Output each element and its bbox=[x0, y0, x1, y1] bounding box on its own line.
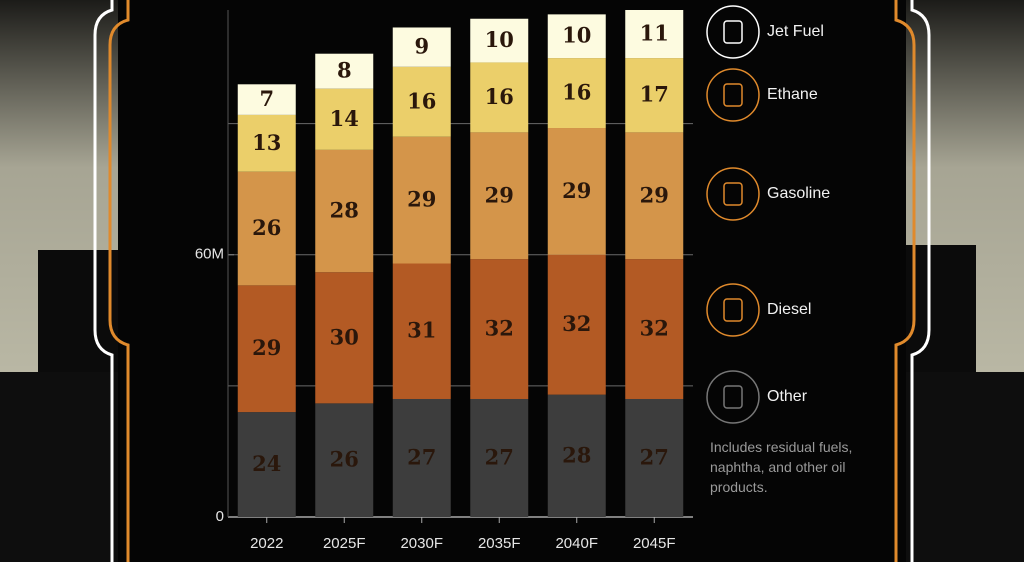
value-label: 28 bbox=[562, 442, 591, 467]
bar-segment bbox=[392, 66, 451, 137]
value-label: 16 bbox=[562, 80, 591, 105]
bar-segment bbox=[392, 398, 451, 517]
legend-label: Jet Fuel bbox=[767, 23, 824, 40]
bar-segment bbox=[392, 27, 451, 67]
value-label: 30 bbox=[330, 324, 359, 349]
value-label: 27 bbox=[485, 444, 514, 469]
legend-label: Diesel bbox=[767, 301, 811, 318]
value-label: 27 bbox=[640, 444, 669, 469]
value-label: 29 bbox=[252, 335, 281, 360]
legend-glyph bbox=[723, 385, 743, 409]
bar-segment bbox=[315, 272, 374, 404]
x-tick-label: 2035F bbox=[478, 535, 521, 552]
legend-note: Includes residual fuels, naphtha, and ot… bbox=[710, 439, 853, 495]
x-tick-label: 2040F bbox=[555, 535, 598, 552]
value-label: 29 bbox=[640, 182, 669, 207]
bar-segment bbox=[470, 132, 529, 260]
bar-segment bbox=[315, 149, 374, 273]
bar-segment bbox=[237, 285, 296, 413]
x-tick-label: 2030F bbox=[400, 535, 443, 552]
value-label: 29 bbox=[407, 187, 436, 212]
bar-segment bbox=[237, 84, 296, 115]
legend-icon bbox=[706, 68, 760, 122]
value-label: 16 bbox=[407, 88, 436, 113]
value-label: 32 bbox=[485, 316, 514, 341]
value-label: 17 bbox=[640, 82, 669, 107]
legend-glyph bbox=[723, 83, 743, 107]
decor-right bbox=[894, 0, 1024, 562]
legend-icon bbox=[706, 167, 760, 221]
legend-icon bbox=[706, 283, 760, 337]
x-tick-label: 2022 bbox=[250, 535, 283, 552]
legend-label: Other bbox=[767, 388, 808, 405]
legend-icon bbox=[706, 5, 760, 59]
value-label: 26 bbox=[330, 447, 359, 472]
y-tick-label: 60M bbox=[195, 246, 224, 263]
value-label: 14 bbox=[330, 106, 359, 131]
bar-segment bbox=[315, 88, 374, 150]
bar-segment bbox=[470, 62, 529, 133]
value-label: 16 bbox=[485, 84, 514, 109]
frame bbox=[910, 0, 931, 562]
bar-segment bbox=[315, 53, 374, 89]
legend-glyph bbox=[723, 182, 743, 206]
bar-segment bbox=[625, 259, 684, 399]
bar-segment bbox=[237, 114, 296, 172]
bar-segment bbox=[625, 10, 684, 59]
value-label: 27 bbox=[407, 444, 436, 469]
bar-segment bbox=[392, 263, 451, 399]
y-tick-label: 0 bbox=[216, 508, 224, 525]
value-label: 11 bbox=[640, 21, 669, 46]
bar-segment bbox=[315, 403, 374, 517]
bar-segment bbox=[625, 132, 684, 260]
bar-segment bbox=[547, 394, 606, 517]
value-label: 24 bbox=[252, 451, 281, 476]
ground bbox=[0, 372, 118, 562]
bar-segment bbox=[547, 128, 606, 255]
legend-icon bbox=[706, 370, 760, 424]
x-tick-label: 2025F bbox=[323, 535, 366, 552]
legend-label: Ethane bbox=[767, 86, 818, 103]
legend-glyph bbox=[723, 298, 743, 322]
legend-label: Gasoline bbox=[767, 185, 830, 202]
bar-segment bbox=[625, 58, 684, 133]
bar-segment bbox=[392, 136, 451, 264]
frame bbox=[894, 0, 916, 562]
value-label: 7 bbox=[259, 86, 274, 111]
value-label: 28 bbox=[330, 198, 359, 223]
bar-segment bbox=[237, 412, 296, 517]
value-label: 13 bbox=[252, 130, 281, 155]
bar-segment bbox=[470, 18, 529, 63]
value-label: 8 bbox=[337, 58, 352, 83]
value-label: 32 bbox=[640, 316, 669, 341]
frame bbox=[93, 0, 114, 562]
bar-segment bbox=[470, 259, 529, 399]
bar-segment bbox=[470, 398, 529, 517]
decor-left bbox=[0, 0, 130, 562]
value-label: 9 bbox=[414, 34, 429, 59]
value-label: 10 bbox=[485, 27, 514, 52]
frame bbox=[108, 0, 130, 562]
legend-glyph bbox=[723, 20, 743, 44]
value-label: 29 bbox=[485, 182, 514, 207]
bar-segment bbox=[547, 254, 606, 395]
value-label: 29 bbox=[562, 178, 591, 203]
value-label: 26 bbox=[252, 215, 281, 240]
value-label: 32 bbox=[562, 311, 591, 336]
x-tick-label: 2045F bbox=[633, 535, 676, 552]
bar-segment bbox=[625, 398, 684, 517]
bar-segment bbox=[547, 58, 606, 129]
value-label: 31 bbox=[407, 318, 436, 343]
bar-segment bbox=[237, 171, 296, 286]
ground bbox=[906, 372, 1024, 562]
value-label: 10 bbox=[562, 23, 591, 48]
bar-segment bbox=[547, 14, 606, 59]
